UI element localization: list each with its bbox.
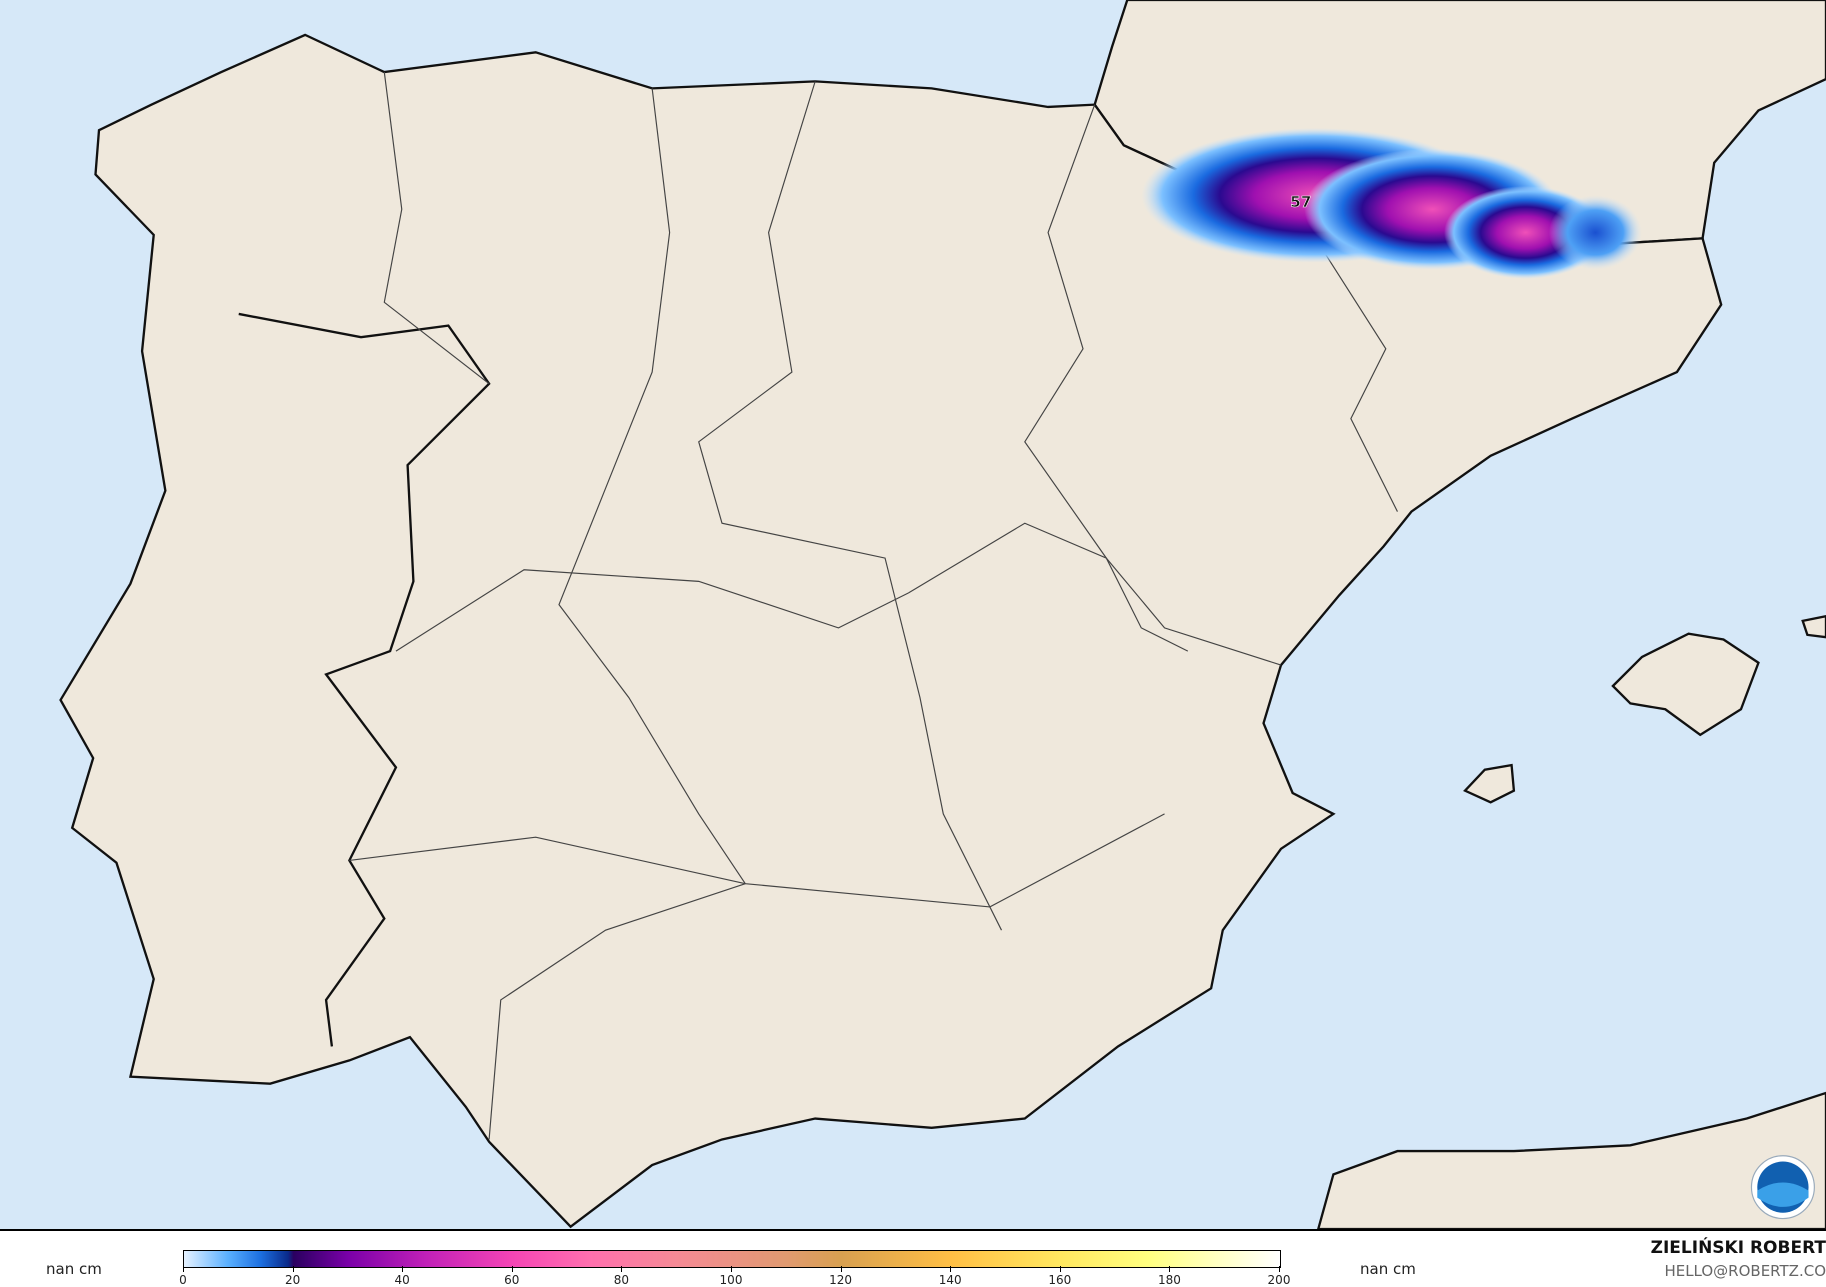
colorbar-tick: [621, 1266, 623, 1272]
colorbar-tick: [1279, 1266, 1280, 1272]
colorbar-tick-label: 140: [938, 1273, 962, 1287]
colorbar-tick-label: 160: [1048, 1273, 1072, 1287]
portugal-border: [238, 312, 491, 1047]
author-credit: ZIELIŃSKI ROBERT: [1650, 1238, 1826, 1258]
colorbar-tick-label: 200: [1267, 1273, 1291, 1287]
legend-unit-right: nan cm: [1360, 1260, 1416, 1278]
colorbar-tick: [1059, 1266, 1061, 1272]
island-mallorca: [1611, 632, 1760, 737]
colorbar-tick-label: 20: [284, 1273, 301, 1287]
island-ibiza: [1463, 763, 1516, 804]
peak-value-label: 57: [1290, 193, 1311, 211]
colorbar-tick-label: 40: [394, 1273, 410, 1287]
colorbar-tick-label: 120: [829, 1273, 853, 1287]
colorbar-tick-label: 80: [613, 1273, 630, 1287]
legend-unit-left: nan cm: [46, 1260, 102, 1278]
author-email: HELLO@ROBERTZ.CO: [1664, 1262, 1826, 1280]
snow-depth-map: 57: [0, 0, 1826, 1231]
colorbar-tick: [950, 1266, 952, 1272]
colorbar-tick-label: 180: [1157, 1273, 1181, 1287]
land-iberia: [59, 33, 1723, 1229]
colorbar-tick: [511, 1266, 513, 1272]
region-borders: [349, 72, 1398, 1140]
colorbar-tick-label: 0: [179, 1273, 187, 1287]
snow-band: [1141, 127, 1643, 280]
colorbar-tick-label: 60: [504, 1273, 520, 1287]
colorbar-tick: [183, 1266, 184, 1272]
island-menorca: [1801, 615, 1826, 639]
colorbar: [183, 1250, 1281, 1268]
colorbar-tick: [292, 1266, 294, 1272]
colorbar-tick: [840, 1266, 842, 1272]
colorbar-tick: [402, 1266, 404, 1272]
colorbar-tick: [1169, 1266, 1171, 1272]
noaa-logo: [1750, 1155, 1815, 1220]
colorbar-tick: [731, 1266, 732, 1272]
colorbar-tick-label: 100: [719, 1273, 743, 1287]
